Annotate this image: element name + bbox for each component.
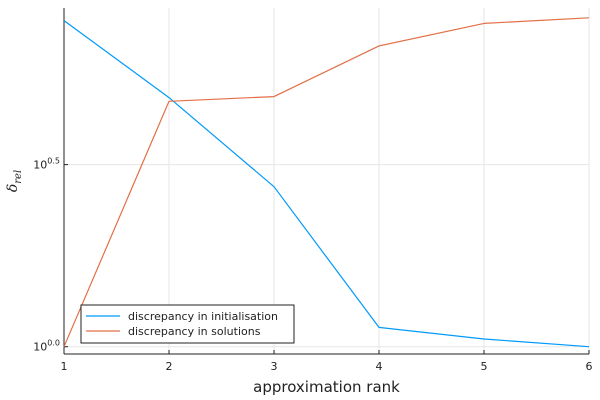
legend: discrepancy in initialisation discrepanc… xyxy=(80,304,295,344)
axes xyxy=(63,8,589,355)
x-tick-label: 5 xyxy=(481,360,488,373)
y-tick-label: 100.5 xyxy=(33,157,60,172)
x-axis-label: approximation rank xyxy=(253,378,400,396)
y-tick-labels: 100.0 100.5 xyxy=(33,157,68,354)
legend-box xyxy=(80,304,295,344)
x-tick-labels: 1 2 3 4 5 6 xyxy=(61,350,593,373)
series-line-initialisation xyxy=(63,20,590,348)
x-tick-label: 2 xyxy=(166,360,173,373)
x-tick-label: 3 xyxy=(271,360,278,373)
x-tick-label: 6 xyxy=(586,360,593,373)
y-axis-label: δrel xyxy=(5,170,24,192)
x-tick-label: 1 xyxy=(61,360,68,373)
grid xyxy=(63,8,590,354)
legend-label-initialisation: discrepancy in initialisation xyxy=(128,310,278,323)
x-tick-label: 4 xyxy=(376,360,383,373)
y-tick-label: 100.0 xyxy=(33,339,60,354)
series-line-solutions xyxy=(63,17,590,347)
legend-label-solutions: discrepancy in solutions xyxy=(128,325,261,338)
series-lines xyxy=(63,17,590,348)
